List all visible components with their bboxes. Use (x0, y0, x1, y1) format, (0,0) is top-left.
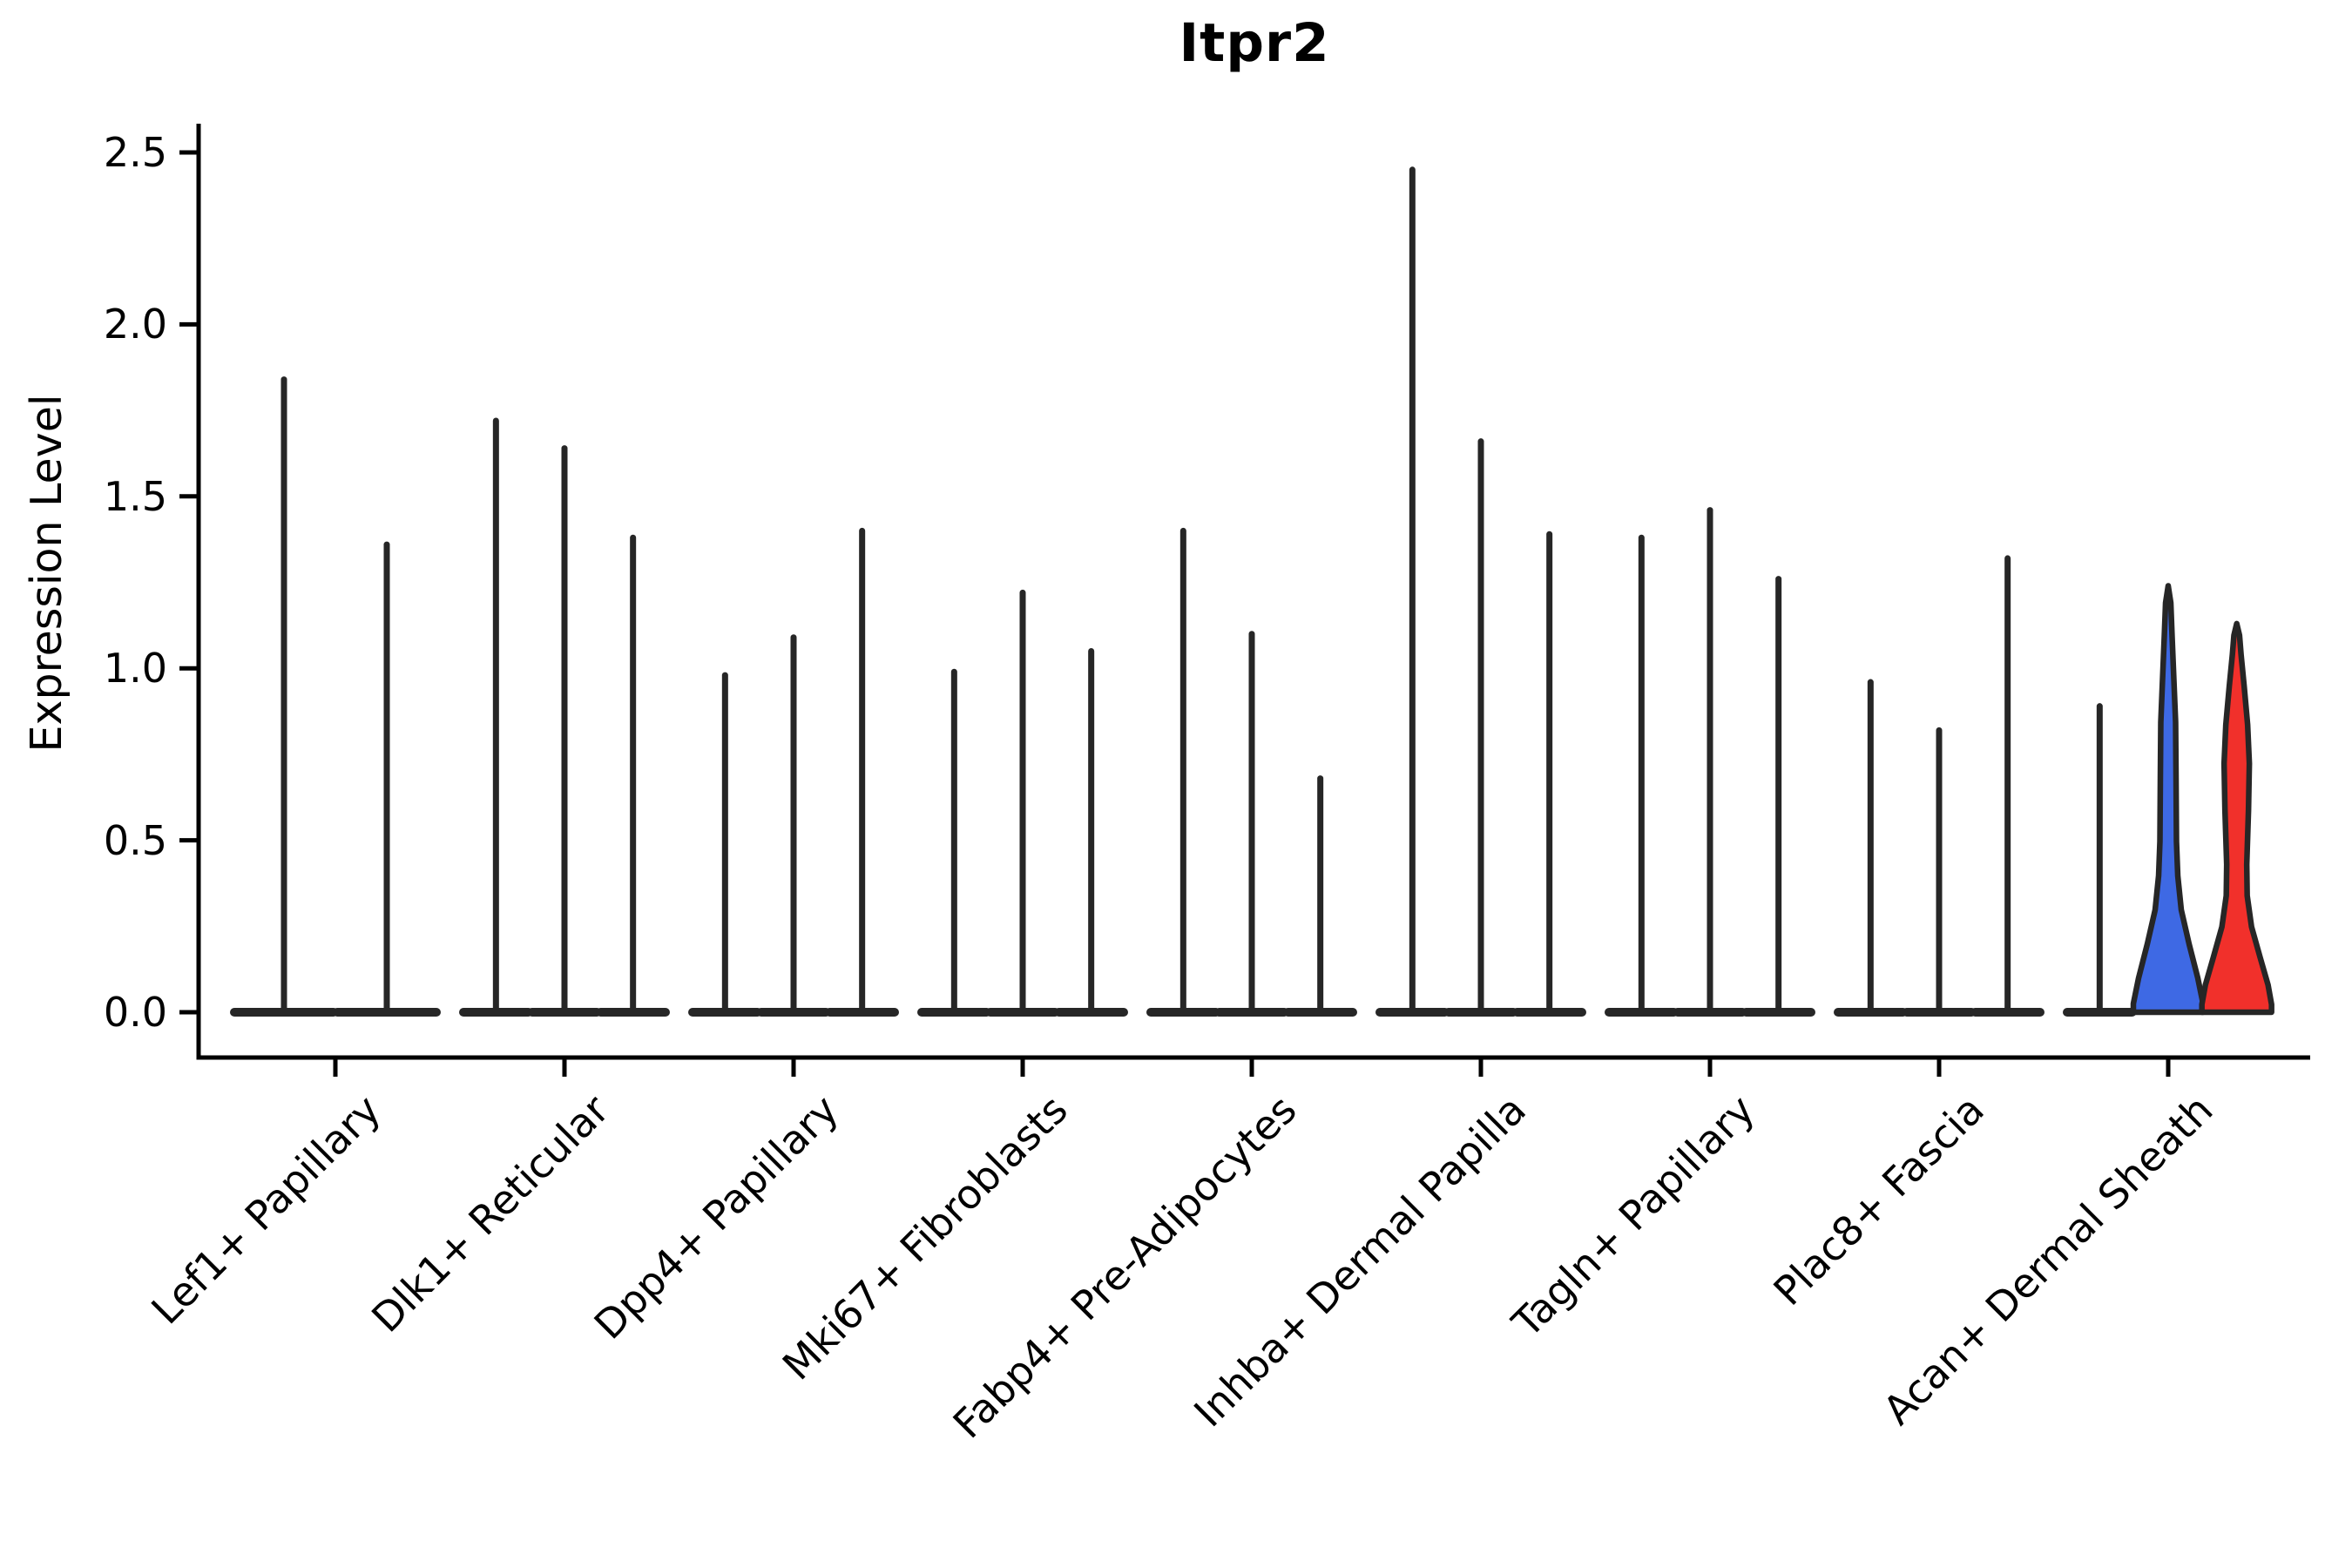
chart-title: Itpr2 (1179, 12, 1330, 74)
violin-filled (2130, 583, 2207, 1016)
y-tick-label: 0.0 (103, 989, 167, 1036)
y-tick-label: 2.0 (103, 301, 167, 348)
y-tick-label: 1.5 (103, 472, 167, 520)
y-tick-label: 1.0 (103, 645, 167, 693)
y-tick-label: 2.5 (103, 129, 167, 176)
violin-filled (2199, 620, 2274, 1016)
y-tick-label: 0.5 (103, 816, 167, 864)
